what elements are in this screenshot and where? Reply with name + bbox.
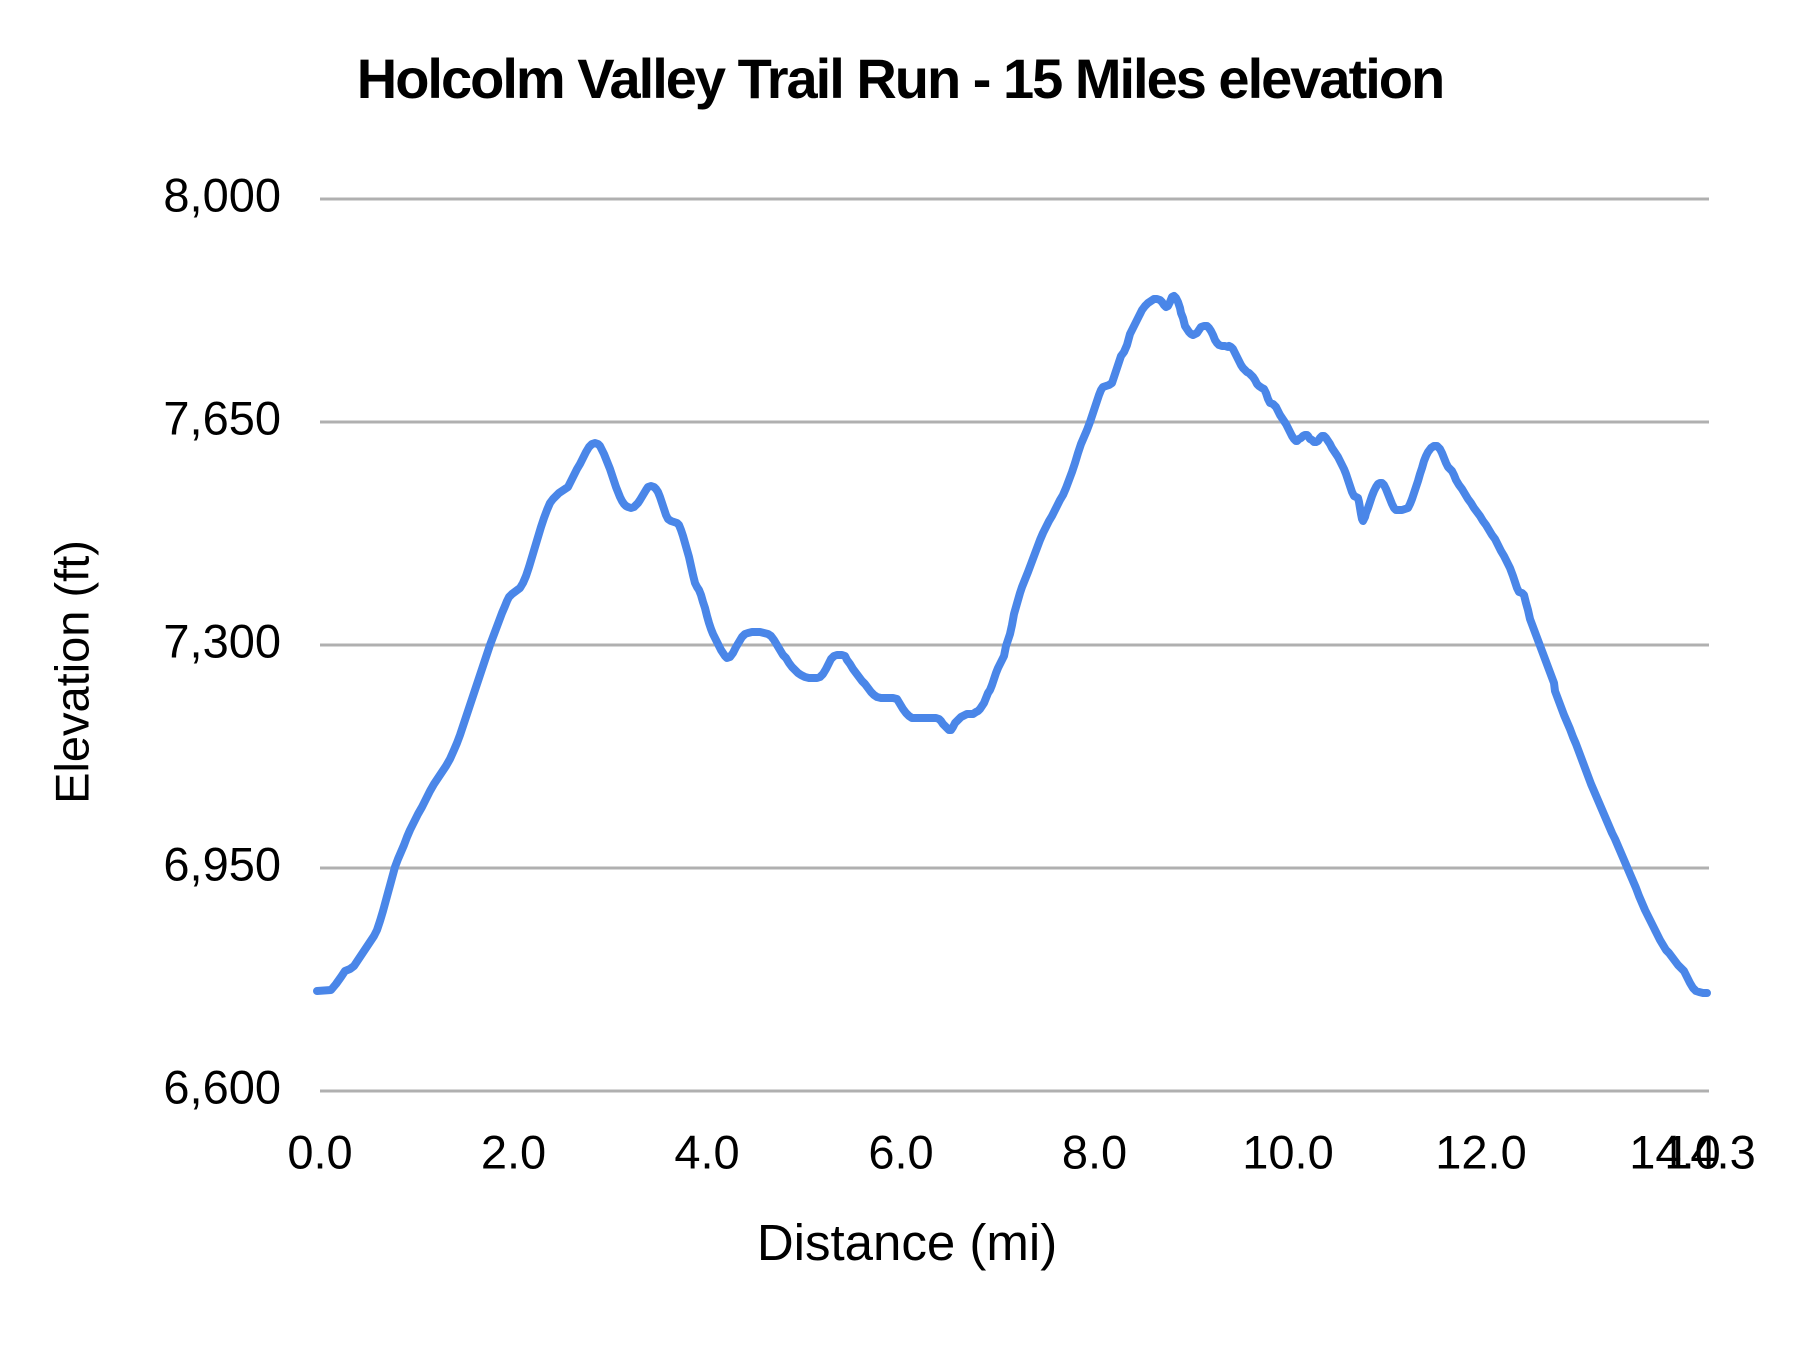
svg-text:6,950: 6,950 bbox=[163, 838, 281, 891]
svg-text:Holcolm Valley Trail Run - 15: Holcolm Valley Trail Run - 15 Miles elev… bbox=[357, 47, 1443, 110]
svg-text:4.0: 4.0 bbox=[674, 1126, 739, 1179]
svg-text:6.0: 6.0 bbox=[868, 1126, 933, 1179]
svg-text:0.0: 0.0 bbox=[287, 1126, 352, 1179]
svg-text:Elevation (ft): Elevation (ft) bbox=[46, 540, 99, 804]
svg-text:8.0: 8.0 bbox=[1062, 1126, 1127, 1179]
svg-text:10.0: 10.0 bbox=[1242, 1126, 1333, 1179]
svg-text:6,600: 6,600 bbox=[163, 1061, 281, 1114]
svg-text:8,000: 8,000 bbox=[163, 169, 281, 222]
svg-text:14.3: 14.3 bbox=[1664, 1126, 1755, 1179]
svg-text:2.0: 2.0 bbox=[481, 1126, 546, 1179]
svg-text:7,300: 7,300 bbox=[163, 615, 281, 668]
svg-text:7,650: 7,650 bbox=[163, 392, 281, 445]
svg-text:Distance (mi): Distance (mi) bbox=[757, 1214, 1057, 1271]
svg-text:14.0: 14.0 bbox=[1629, 1126, 1720, 1179]
svg-text:12.0: 12.0 bbox=[1435, 1126, 1526, 1179]
